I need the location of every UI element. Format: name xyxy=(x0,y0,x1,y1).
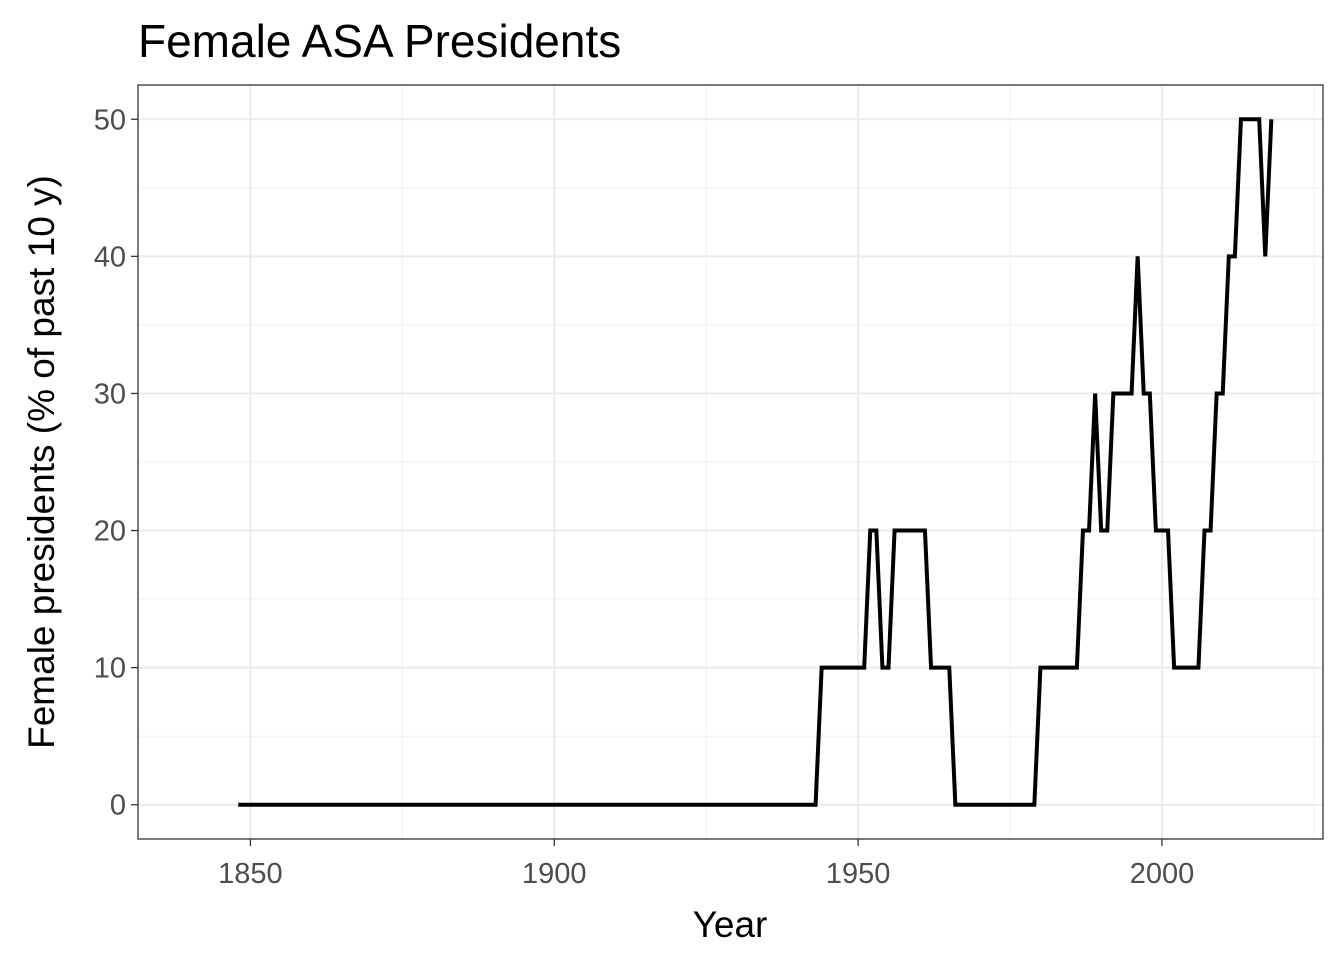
y-axis: 0 10 20 30 40 50 xyxy=(94,104,138,822)
x-tick-label: 1900 xyxy=(522,858,587,890)
y-tick-label: 50 xyxy=(94,104,126,136)
y-tick-label: 10 xyxy=(94,653,126,685)
y-tick-label: 20 xyxy=(94,516,126,548)
x-tick-label: 2000 xyxy=(1130,858,1195,890)
x-axis: 1850 1900 1950 2000 xyxy=(218,839,1194,890)
plot-panel-border xyxy=(137,84,1324,840)
minor-gridlines xyxy=(138,85,1323,839)
series-layer xyxy=(238,117,1274,807)
y-tick-label: 0 xyxy=(110,790,126,822)
chart-title: Female ASA Presidents xyxy=(138,15,622,67)
y-tick-label: 40 xyxy=(94,241,126,273)
x-tick-label: 1950 xyxy=(826,858,891,890)
x-axis-title: Year xyxy=(693,904,768,945)
y-axis-title: Female presidents (% of past 10 y) xyxy=(21,175,62,749)
x-tick-label: 1850 xyxy=(218,858,283,890)
y-tick-label: 30 xyxy=(94,378,126,410)
series-line xyxy=(238,117,1274,807)
